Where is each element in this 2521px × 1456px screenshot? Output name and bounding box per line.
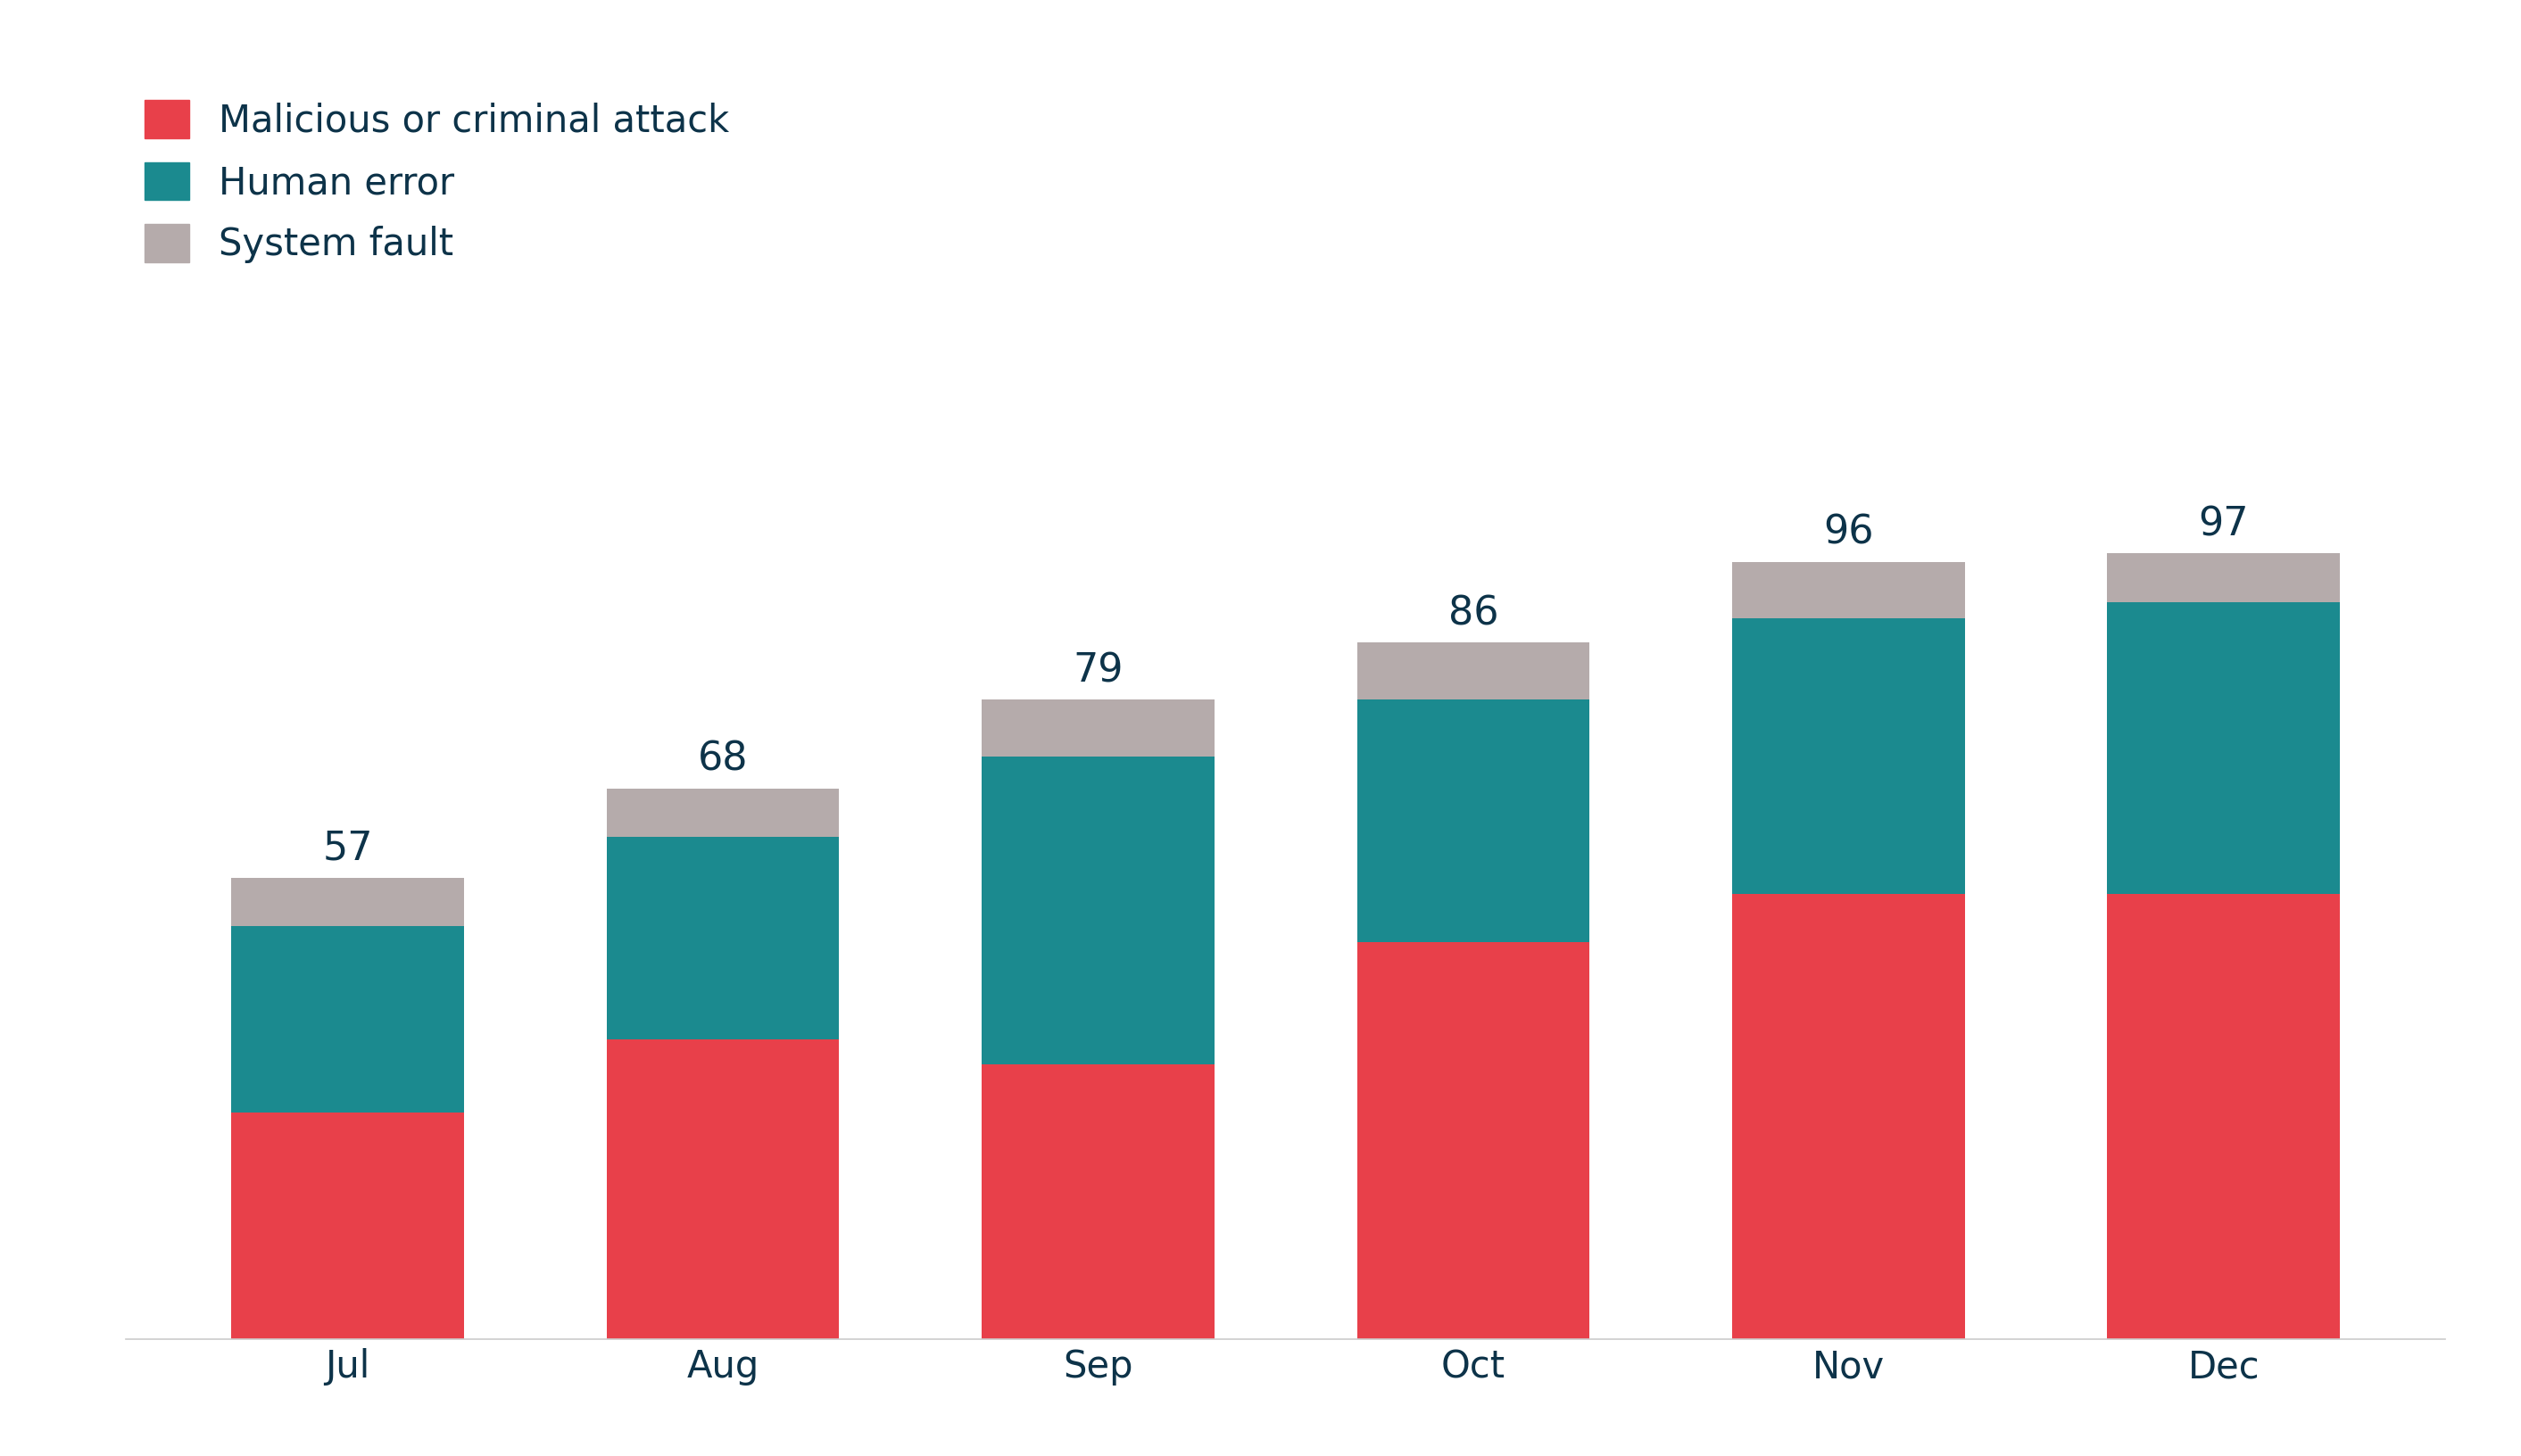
Bar xyxy=(608,789,839,837)
Text: 86: 86 xyxy=(1447,594,1497,633)
Text: 96: 96 xyxy=(1823,514,1873,552)
Bar xyxy=(981,756,1215,1064)
Bar xyxy=(1356,942,1591,1340)
Text: 79: 79 xyxy=(1074,651,1124,690)
Text: 57: 57 xyxy=(323,830,373,868)
Text: 97: 97 xyxy=(2198,505,2249,543)
Text: 68: 68 xyxy=(698,741,749,779)
Bar xyxy=(232,878,464,926)
Bar xyxy=(232,926,464,1112)
Bar xyxy=(2108,553,2339,603)
Bar xyxy=(608,837,839,1040)
Bar xyxy=(1732,619,1964,894)
Bar xyxy=(1732,562,1964,619)
Bar xyxy=(2108,603,2339,894)
Bar xyxy=(981,1064,1215,1340)
Bar xyxy=(232,1112,464,1340)
Bar xyxy=(608,1040,839,1340)
Bar xyxy=(2108,894,2339,1340)
Bar xyxy=(1732,894,1964,1340)
Bar xyxy=(1356,642,1591,699)
Bar xyxy=(1356,699,1591,942)
Bar xyxy=(981,699,1215,756)
Legend: Malicious or criminal attack, Human error, System fault: Malicious or criminal attack, Human erro… xyxy=(144,100,729,264)
